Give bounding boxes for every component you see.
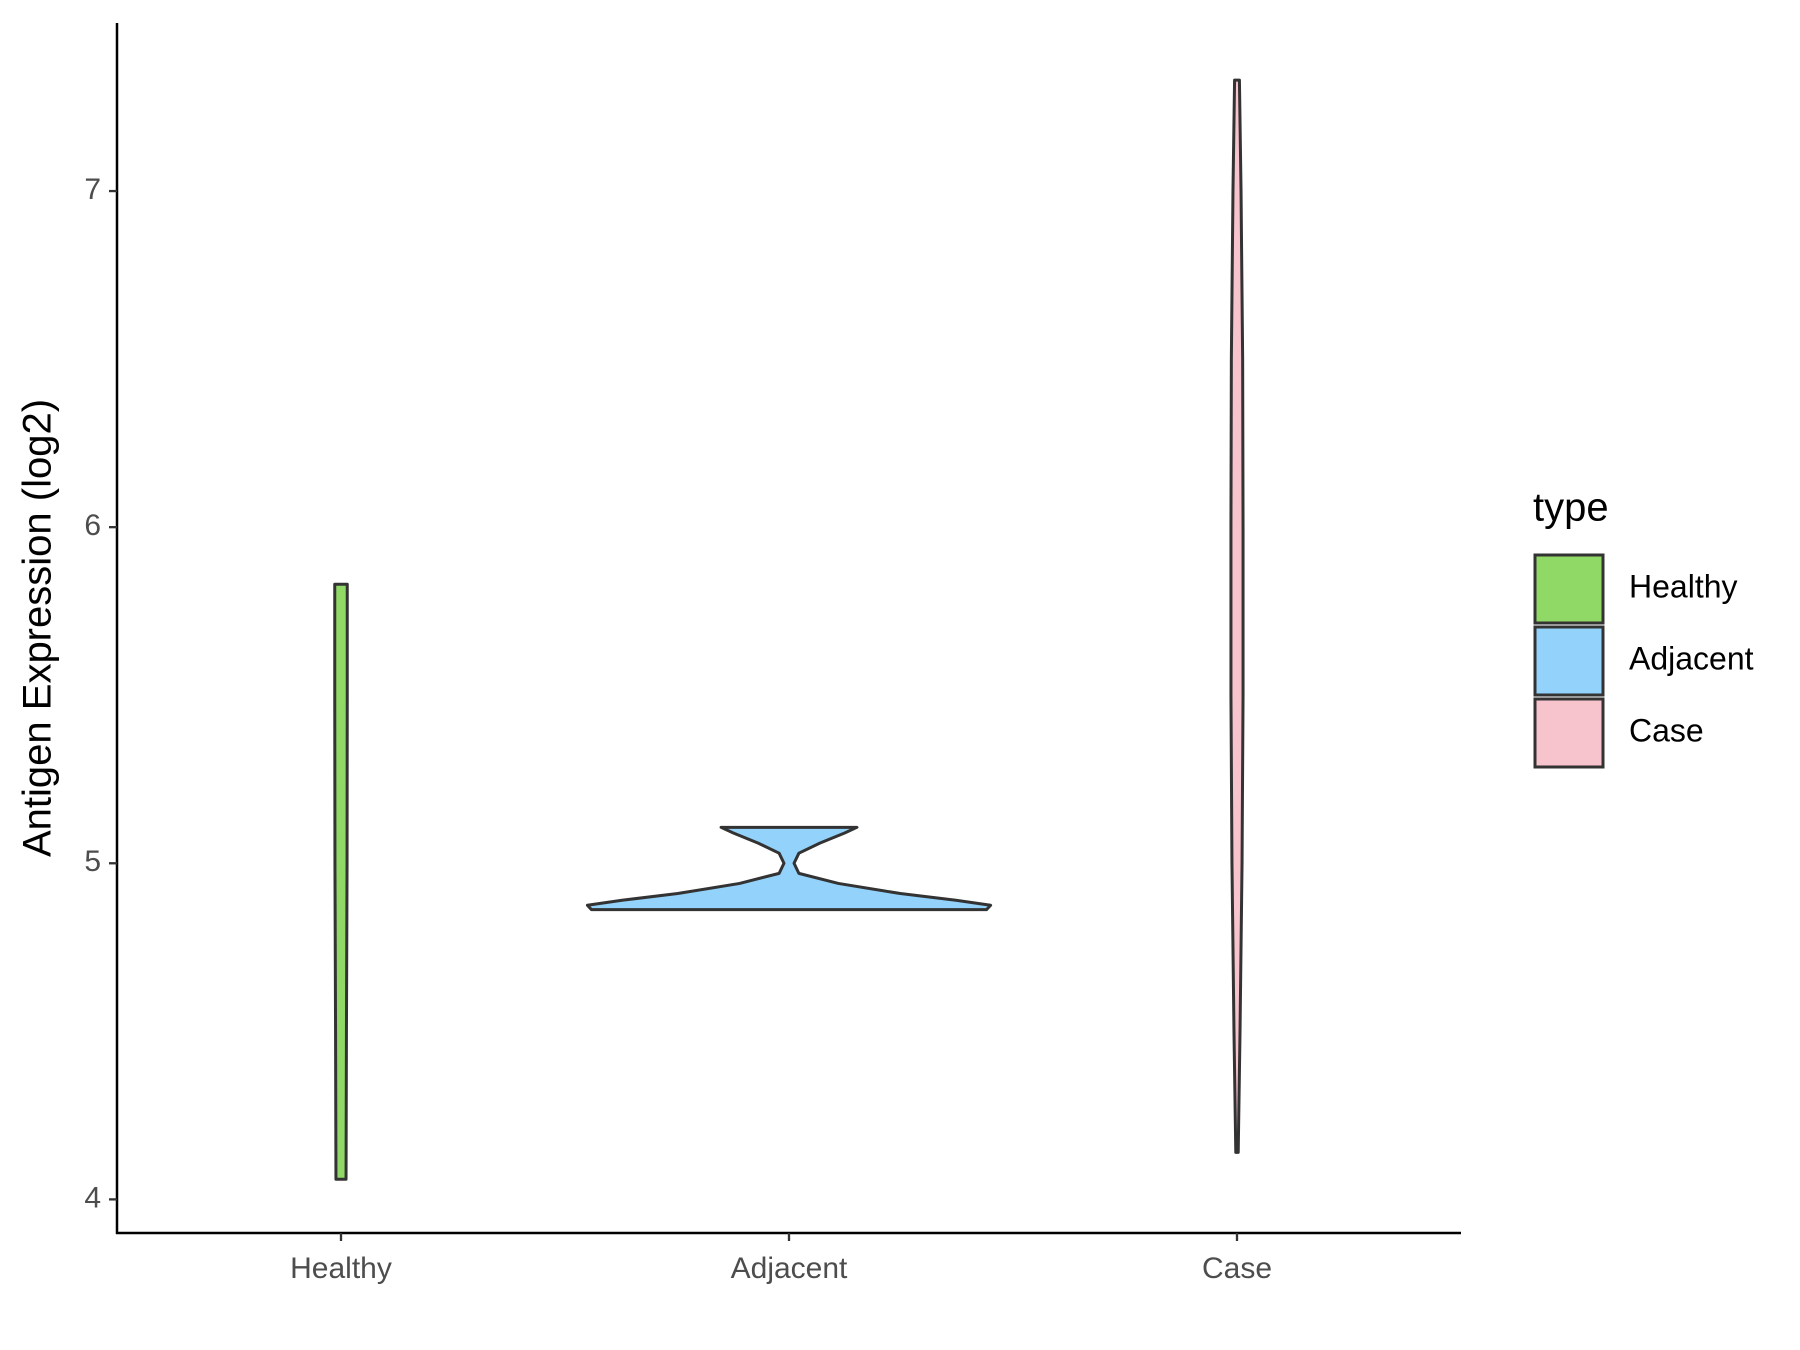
- legend-title: type: [1533, 486, 1609, 530]
- violin: [333, 582, 349, 1181]
- x-tick-label: Healthy: [290, 1252, 392, 1285]
- x-tick-label: Case: [1202, 1252, 1272, 1285]
- x-tick-label: Adjacent: [731, 1252, 848, 1285]
- y-tick-label: 7: [84, 173, 101, 206]
- legend-label: Healthy: [1629, 568, 1738, 604]
- y-tick-label: 6: [84, 509, 101, 542]
- legend-label: Case: [1629, 712, 1704, 748]
- violin: [1229, 78, 1245, 1154]
- y-tick-label: 4: [84, 1181, 101, 1214]
- legend-key: [1533, 553, 1605, 625]
- legend-key: [1533, 625, 1605, 697]
- legend-key: [1533, 697, 1605, 769]
- legend-label: Adjacent: [1629, 640, 1754, 676]
- y-axis-label: Antigen Expression (log2): [16, 399, 60, 857]
- violin: [585, 825, 993, 912]
- y-tick-label: 5: [84, 845, 101, 878]
